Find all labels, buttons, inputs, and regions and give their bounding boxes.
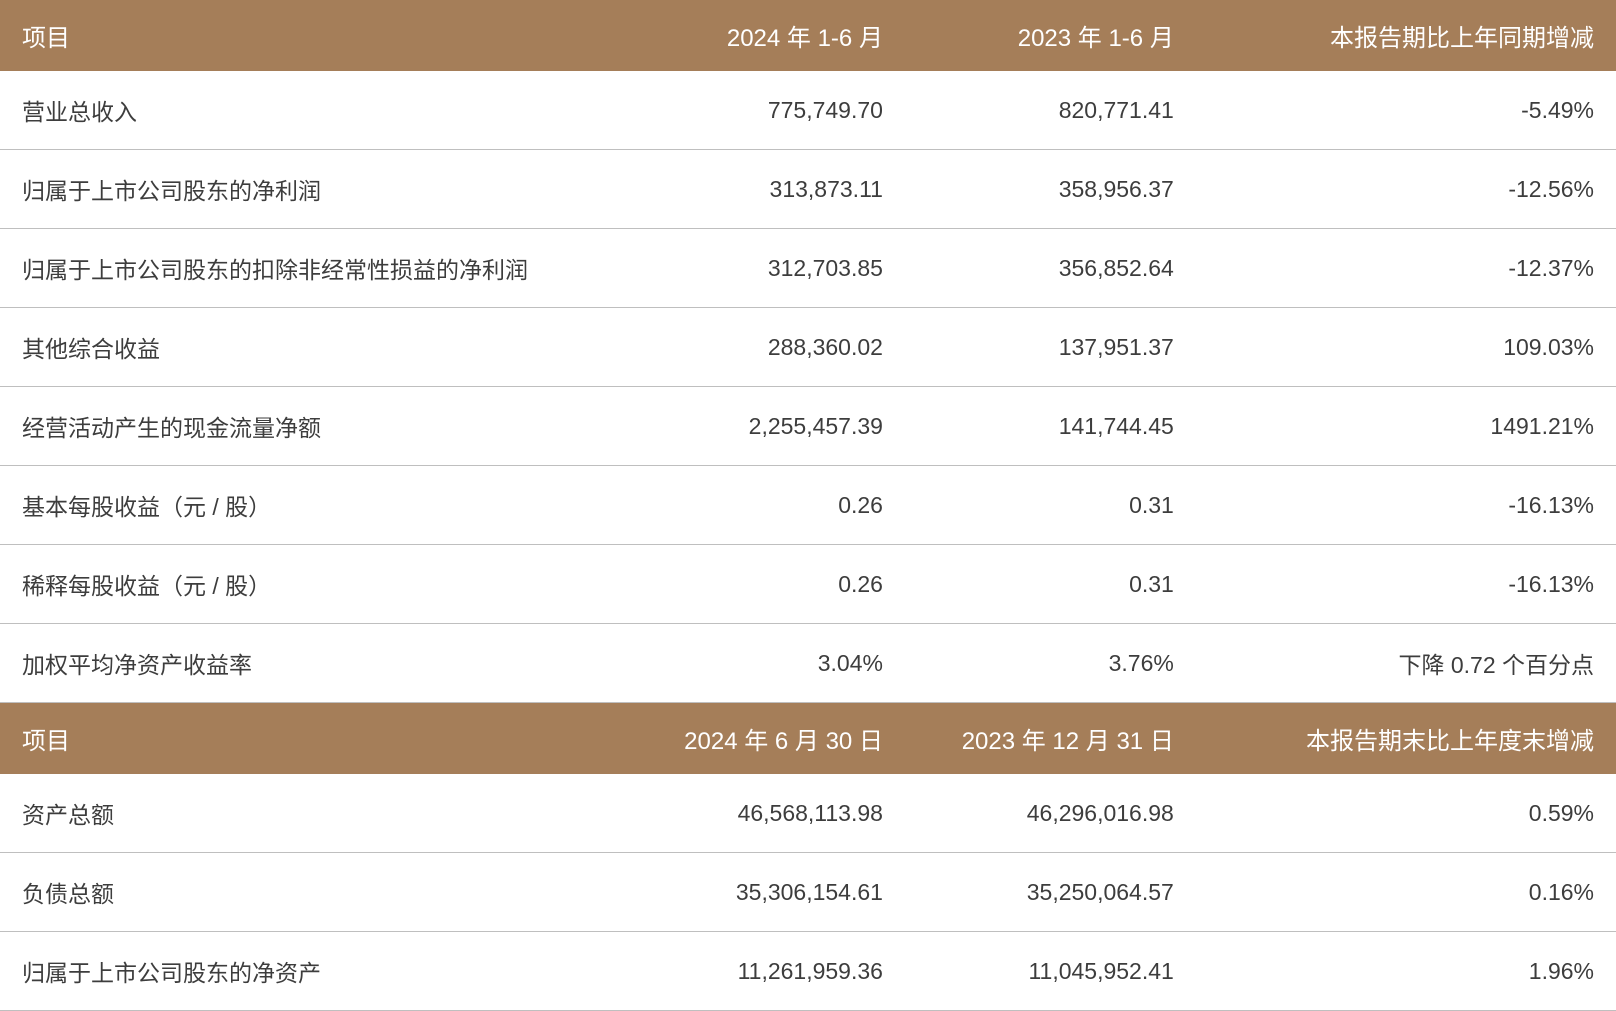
- header-col1-1: 2024 年 1-6 月: [614, 0, 905, 71]
- cell-value-2: 356,852.64: [905, 229, 1196, 308]
- cell-value-1: 2,255,457.39: [614, 387, 905, 466]
- table-row: 其他综合收益288,360.02137,951.37109.03%: [0, 308, 1616, 387]
- cell-value-1: 11,261,959.36: [614, 932, 905, 1011]
- section2-header: 项目 2024 年 6 月 30 日 2023 年 12 月 31 日 本报告期…: [0, 703, 1616, 775]
- cell-item: 归属于上市公司股东的净资产: [0, 932, 614, 1011]
- header-col1-2: 2024 年 6 月 30 日: [614, 703, 905, 775]
- table-row: 归属于上市公司股东的扣除非经常性损益的净利润312,703.85356,852.…: [0, 229, 1616, 308]
- table-row: 营业总收入775,749.70820,771.41-5.49%: [0, 71, 1616, 150]
- cell-item: 负债总额: [0, 853, 614, 932]
- table-row: 资产总额46,568,113.9846,296,016.980.59%: [0, 774, 1616, 853]
- cell-item: 营业总收入: [0, 71, 614, 150]
- cell-item: 加权平均净资产收益率: [0, 624, 614, 703]
- cell-value-2: 35,250,064.57: [905, 853, 1196, 932]
- cell-change: 下降 0.72 个百分点: [1196, 624, 1616, 703]
- cell-value-1: 288,360.02: [614, 308, 905, 387]
- cell-value-2: 11,045,952.41: [905, 932, 1196, 1011]
- header-row-1: 项目 2024 年 1-6 月 2023 年 1-6 月 本报告期比上年同期增减: [0, 0, 1616, 71]
- cell-value-1: 313,873.11: [614, 150, 905, 229]
- header-change-1: 本报告期比上年同期增减: [1196, 0, 1616, 71]
- cell-value-2: 137,951.37: [905, 308, 1196, 387]
- header-row-2: 项目 2024 年 6 月 30 日 2023 年 12 月 31 日 本报告期…: [0, 703, 1616, 775]
- cell-change: -12.56%: [1196, 150, 1616, 229]
- cell-value-2: 820,771.41: [905, 71, 1196, 150]
- cell-value-1: 312,703.85: [614, 229, 905, 308]
- cell-change: 1491.21%: [1196, 387, 1616, 466]
- cell-value-1: 46,568,113.98: [614, 774, 905, 853]
- cell-change: -12.37%: [1196, 229, 1616, 308]
- cell-item: 基本每股收益（元 / 股）: [0, 466, 614, 545]
- cell-item: 资产总额: [0, 774, 614, 853]
- cell-value-2: 0.31: [905, 545, 1196, 624]
- cell-item: 归属于上市公司股东的扣除非经常性损益的净利润: [0, 229, 614, 308]
- header-col2-2: 2023 年 12 月 31 日: [905, 703, 1196, 775]
- section1-header: 项目 2024 年 1-6 月 2023 年 1-6 月 本报告期比上年同期增减: [0, 0, 1616, 71]
- cell-change: -16.13%: [1196, 545, 1616, 624]
- cell-value-1: 0.26: [614, 466, 905, 545]
- table-row: 稀释每股收益（元 / 股）0.260.31-16.13%: [0, 545, 1616, 624]
- cell-item: 其他综合收益: [0, 308, 614, 387]
- table-row: 经营活动产生的现金流量净额2,255,457.39141,744.451491.…: [0, 387, 1616, 466]
- cell-change: 1.96%: [1196, 932, 1616, 1011]
- cell-value-2: 0.31: [905, 466, 1196, 545]
- cell-change: 0.16%: [1196, 853, 1616, 932]
- header-col2-1: 2023 年 1-6 月: [905, 0, 1196, 71]
- cell-item: 归属于上市公司股东的净利润: [0, 150, 614, 229]
- cell-value-1: 3.04%: [614, 624, 905, 703]
- cell-value-1: 35,306,154.61: [614, 853, 905, 932]
- cell-change: -16.13%: [1196, 466, 1616, 545]
- section2-body: 资产总额46,568,113.9846,296,016.980.59%负债总额3…: [0, 774, 1616, 1011]
- cell-change: 109.03%: [1196, 308, 1616, 387]
- table-row: 归属于上市公司股东的净利润313,873.11358,956.37-12.56%: [0, 150, 1616, 229]
- table: 项目 2024 年 1-6 月 2023 年 1-6 月 本报告期比上年同期增减…: [0, 0, 1616, 1011]
- cell-value-1: 775,749.70: [614, 71, 905, 150]
- cell-value-2: 141,744.45: [905, 387, 1196, 466]
- cell-value-2: 3.76%: [905, 624, 1196, 703]
- table-row: 归属于上市公司股东的净资产11,261,959.3611,045,952.411…: [0, 932, 1616, 1011]
- cell-value-2: 46,296,016.98: [905, 774, 1196, 853]
- cell-change: 0.59%: [1196, 774, 1616, 853]
- cell-value-2: 358,956.37: [905, 150, 1196, 229]
- header-item-2: 项目: [0, 703, 614, 775]
- table-row: 加权平均净资产收益率3.04%3.76%下降 0.72 个百分点: [0, 624, 1616, 703]
- header-change-2: 本报告期末比上年度末增减: [1196, 703, 1616, 775]
- table-row: 基本每股收益（元 / 股）0.260.31-16.13%: [0, 466, 1616, 545]
- cell-value-1: 0.26: [614, 545, 905, 624]
- cell-change: -5.49%: [1196, 71, 1616, 150]
- cell-item: 稀释每股收益（元 / 股）: [0, 545, 614, 624]
- cell-item: 经营活动产生的现金流量净额: [0, 387, 614, 466]
- table-row: 负债总额35,306,154.6135,250,064.570.16%: [0, 853, 1616, 932]
- header-item-1: 项目: [0, 0, 614, 71]
- section1-body: 营业总收入775,749.70820,771.41-5.49%归属于上市公司股东…: [0, 71, 1616, 703]
- financial-table: 项目 2024 年 1-6 月 2023 年 1-6 月 本报告期比上年同期增减…: [0, 0, 1616, 1011]
